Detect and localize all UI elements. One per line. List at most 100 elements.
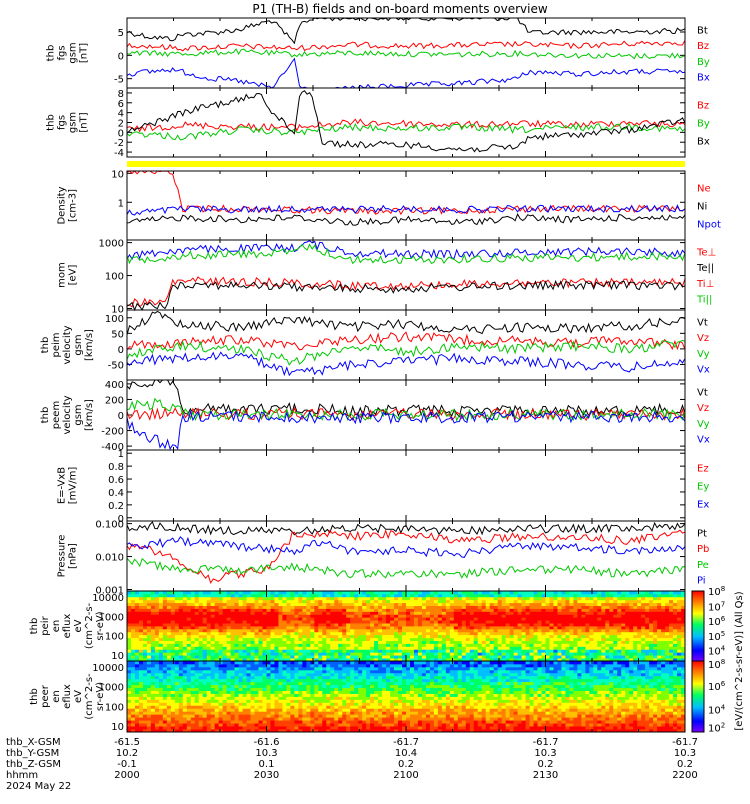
heatmap-cell — [215, 635, 219, 638]
heatmap-cell — [482, 594, 486, 597]
heatmap-cell — [127, 620, 131, 623]
heatmap-cell — [565, 646, 569, 649]
heatmap-cell — [143, 620, 147, 623]
heatmap-cell — [534, 632, 538, 635]
heatmap-cell — [298, 652, 302, 655]
heatmap-cell — [290, 705, 294, 708]
heatmap-cell — [617, 649, 621, 652]
heatmap-cell — [183, 655, 187, 658]
heatmap-cell — [549, 655, 553, 658]
heatmap-cell — [414, 614, 418, 617]
heatmap-cell — [255, 655, 259, 658]
heatmap-cell — [390, 641, 394, 644]
heatmap-cell — [207, 655, 211, 658]
heatmap-cell — [422, 614, 426, 617]
legend-entry: Ey — [697, 482, 709, 493]
heatmap-cell — [259, 708, 263, 711]
heatmap-cell — [561, 609, 565, 612]
heatmap-cell — [231, 682, 235, 685]
heatmap-cell — [577, 597, 581, 600]
heatmap-cell — [549, 623, 553, 626]
heatmap-cell — [147, 717, 151, 720]
heatmap-cell — [378, 635, 382, 638]
heatmap-cell — [374, 635, 378, 638]
heatmap-cell — [255, 611, 259, 614]
heatmap-cell — [613, 594, 617, 597]
heatmap-cell — [191, 711, 195, 714]
heatmap-cell — [135, 606, 139, 609]
heatmap-cell — [346, 594, 350, 597]
heatmap-cell — [255, 699, 259, 702]
heatmap-cell — [151, 652, 155, 655]
heatmap-cell — [498, 646, 502, 649]
heatmap-cell — [669, 629, 673, 632]
heatmap-cell — [239, 617, 243, 620]
heatmap-cell — [223, 723, 227, 726]
heatmap-cell — [175, 682, 179, 685]
heatmap-cell — [673, 620, 677, 623]
heatmap-cell — [147, 597, 151, 600]
heatmap-cell — [235, 673, 239, 676]
heatmap-cell — [402, 641, 406, 644]
heatmap-cell — [219, 652, 223, 655]
heatmap-cell — [147, 670, 151, 673]
heatmap-cell — [259, 646, 263, 649]
heatmap-cell — [223, 649, 227, 652]
heatmap-cell — [215, 614, 219, 617]
heatmap-cell — [131, 688, 135, 691]
heatmap-cell — [358, 594, 362, 597]
heatmap-cell — [330, 626, 334, 629]
heatmap-cell — [267, 688, 271, 691]
heatmap-cell — [593, 641, 597, 644]
heatmap-cell — [677, 638, 681, 641]
heatmap-cell — [314, 699, 318, 702]
heatmap-cell — [601, 638, 605, 641]
heatmap-cell — [322, 629, 326, 632]
heatmap-cell — [617, 600, 621, 603]
heatmap-cell — [278, 705, 282, 708]
heatmap-cell — [362, 652, 366, 655]
heatmap-cell — [151, 620, 155, 623]
heatmap-cell — [482, 620, 486, 623]
heatmap-cell — [330, 600, 334, 603]
y-axis-label: thb — [40, 337, 51, 354]
heatmap-cell — [406, 606, 410, 609]
heatmap-cell — [171, 632, 175, 635]
heatmap-cell — [243, 646, 247, 649]
heatmap-cell — [278, 594, 282, 597]
heatmap-cell — [577, 600, 581, 603]
heatmap-cell — [239, 688, 243, 691]
heatmap-cell — [163, 717, 167, 720]
heatmap-cell — [414, 603, 418, 606]
heatmap-cell — [454, 597, 458, 600]
heatmap-cell — [557, 638, 561, 641]
heatmap-cell — [625, 597, 629, 600]
heatmap-cell — [274, 626, 278, 629]
heatmap-cell — [334, 646, 338, 649]
heatmap-cell — [139, 626, 143, 629]
heatmap-cell — [131, 714, 135, 717]
heatmap-cell — [278, 611, 282, 614]
heatmap-cell — [239, 609, 243, 612]
heatmap-cell — [518, 626, 522, 629]
heatmap-cell — [187, 626, 191, 629]
heatmap-cell — [247, 635, 251, 638]
heatmap-cell — [286, 691, 290, 694]
heatmap-cell — [135, 726, 139, 729]
heatmap-cell — [601, 655, 605, 658]
heatmap-cell — [207, 723, 211, 726]
heatmap-cell — [553, 649, 557, 652]
heatmap-cell — [139, 682, 143, 685]
heatmap-cell — [609, 609, 613, 612]
heatmap-cell — [143, 702, 147, 705]
heatmap-cell — [282, 646, 286, 649]
heatmap-cell — [199, 644, 203, 647]
heatmap-cell — [398, 620, 402, 623]
heatmap-cell — [466, 606, 470, 609]
heatmap-cell — [390, 655, 394, 658]
heatmap-cell — [278, 597, 282, 600]
heatmap-cell — [143, 629, 147, 632]
heatmap-cell — [601, 644, 605, 647]
heatmap-cell — [163, 597, 167, 600]
heatmap-cell — [131, 606, 135, 609]
